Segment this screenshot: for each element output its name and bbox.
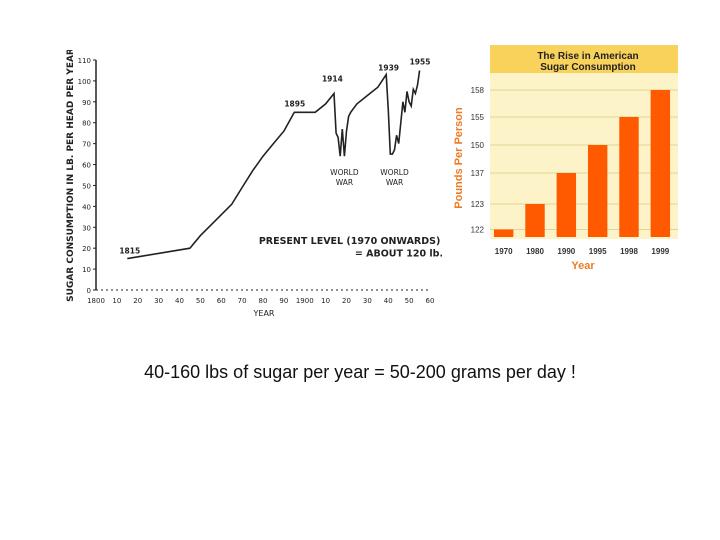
bar-chart-x-axis-label: Year [571,260,595,272]
historical-y-tick-label: 90 [82,99,91,107]
historical-annotation: WORLD WAR [380,168,409,187]
historical-x-tick-label: 90 [279,297,288,305]
historical-y-tick-label: 20 [82,245,91,253]
historical-y-tick-label: 40 [82,203,91,211]
historical-x-tick-label: 60 [217,297,226,305]
bar-chart-title-line-2: Sugar Consumption [540,62,636,73]
slide-caption: 40-160 lbs of sugar per year = 50-200 gr… [144,362,576,382]
historical-y-tick-label: 70 [82,141,91,149]
bar-1995 [587,145,608,237]
bar-chart-x-tick-label: 1980 [526,247,544,256]
bar-1999 [650,90,671,237]
bar-chart-title-band [490,45,678,73]
historical-y-tick-label: 100 [78,78,91,86]
historical-x-tick-label: 10 [112,297,121,305]
historical-x-tick-label: 40 [384,297,393,305]
historical-x-tick-label: 20 [342,297,351,305]
historical-x-tick-label: 50 [405,297,414,305]
bar-chart-y-tick-label: 150 [471,141,485,150]
historical-annotation: 1914 [322,74,343,83]
historical-y-axis-label: SUGAR CONSUMPTION IN LB. PER HEAD PER YE… [66,50,76,302]
historical-annotation: WORLD WAR [330,168,359,187]
historical-annotation: = ABOUT 120 lb. [355,249,442,260]
historical-consumption-svg: 0 10 20 30 40 50 60 70 80 90 100 110 1800 10 20 30 40 50… [62,48,443,325]
historical-annotation: 1955 [410,57,431,66]
bar-chart-panel [490,45,678,239]
historical-y-tick-label: 0 [87,287,91,295]
historical-x-tick-label: 30 [154,297,163,305]
historical-annotation: PRESENT LEVEL (1970 ONWARDS) [259,236,441,247]
bar-chart-x-tick-label: 1970 [495,247,513,256]
historical-annotation: 1815 [119,247,140,256]
consumption-line [127,70,421,260]
bar-chart-x-tick-label: 1999 [651,247,669,256]
historical-y-tick-label: 60 [82,162,91,170]
bar-1998 [619,117,639,237]
historical-annotation: 1895 [284,99,305,108]
bar-chart-x-tick-label: 1990 [557,247,575,256]
bar-chart-y-tick-label: 122 [471,226,485,235]
historical-x-tick-label: 50 [196,297,205,305]
historical-y-tick-label: 30 [82,224,91,232]
historical-y-tick-label: 50 [82,182,91,190]
historical-y-tick-label: 10 [82,266,91,274]
historical-consumption-chart: 0 10 20 30 40 50 60 70 80 90 100 110 1800 10 20 30 40 50… [62,48,443,325]
bar-chart-title-line-1: The Rise in American [537,51,638,62]
bar-chart-y-axis-label: Pounds Per Person [453,107,465,209]
modern-consumption-svg: The Rise in American Sugar Consumption 1… [453,45,678,272]
historical-x-axis-label: YEAR [253,309,275,318]
bar-chart-y-tick-label: 137 [471,169,485,178]
bar-1990 [556,173,577,237]
historical-x-tick-label: 1800 [87,297,105,305]
bar-chart-y-tick-label: 123 [471,200,485,209]
historical-x-tick-label: 1900 [296,297,314,305]
historical-chart-background [62,50,442,325]
bar-chart-y-tick-label: 155 [471,113,485,122]
bar-1980 [525,204,545,237]
historical-x-tick-label: 30 [363,297,372,305]
historical-x-tick-label: 40 [175,297,184,305]
historical-x-tick-label: 10 [321,297,330,305]
historical-annotation: 1939 [378,64,399,73]
modern-consumption-chart: The Rise in American Sugar Consumption 1… [450,42,690,277]
historical-x-tick-label: 80 [259,297,268,305]
historical-x-tick-label: 60 [426,297,435,305]
historical-y-tick-label: 110 [78,57,91,65]
historical-x-tick-label: 70 [238,297,247,305]
bar-chart-y-tick-label: 158 [471,86,485,95]
bar-1970 [493,229,514,237]
historical-x-tick-label: 20 [133,297,142,305]
bar-chart-x-tick-label: 1998 [620,247,638,256]
bar-chart-x-tick-label: 1995 [589,247,607,256]
historical-y-tick-label: 80 [82,120,91,128]
